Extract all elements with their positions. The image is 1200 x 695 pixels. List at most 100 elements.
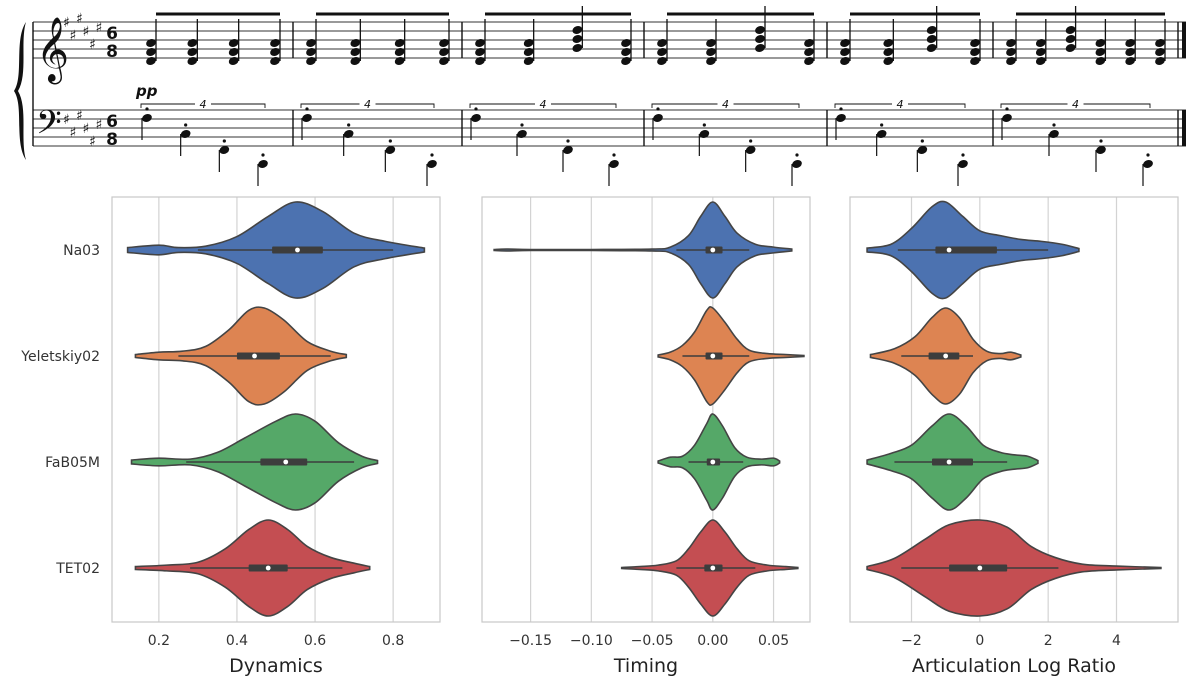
x-tick-label: 0.8 (382, 633, 404, 649)
notehead (350, 57, 361, 65)
notehead (572, 35, 583, 43)
notehead (926, 35, 937, 43)
notehead (1006, 57, 1016, 65)
category-labels: Na03 Yeletskiy02 FaB05M TET02 (20, 243, 100, 577)
notehead (306, 39, 316, 47)
notehead (439, 57, 449, 65)
notehead (706, 39, 716, 47)
notehead (621, 57, 631, 65)
notehead (1006, 39, 1016, 47)
x-axis-label: Dynamics (229, 655, 323, 677)
x-tick-label: 0.2 (148, 633, 170, 649)
notehead (258, 160, 268, 168)
ts-treble-bottom: 8 (106, 42, 118, 62)
notehead (306, 57, 316, 65)
ts-bass-top: 6 (106, 112, 118, 132)
notehead (1035, 48, 1046, 56)
staccato-dot (880, 123, 884, 127)
notehead (180, 130, 191, 138)
ts-treble-top: 6 (106, 24, 118, 44)
median-point-na03 (946, 247, 952, 253)
notehead (657, 48, 667, 56)
notehead (1049, 130, 1059, 138)
notehead (270, 57, 280, 65)
x-axis-label: Timing (613, 655, 678, 677)
staccato-dot (474, 107, 478, 111)
tuplet-number: 4 (200, 98, 207, 111)
tuplet-bracket (834, 103, 966, 108)
notehead (343, 130, 354, 138)
notehead (621, 48, 631, 56)
notehead (1065, 44, 1076, 52)
notehead (146, 57, 156, 65)
notehead (517, 130, 527, 138)
x-tick-label: −0.10 (570, 633, 613, 649)
median-point-yeletskiy02 (943, 353, 949, 359)
notehead (840, 57, 850, 65)
x-tick-label: −0.05 (631, 633, 674, 649)
median-point-fab05m (283, 459, 289, 465)
x-tick-label: 0 (975, 633, 984, 649)
notehead (1155, 39, 1165, 47)
sharp-icon: ♯ (83, 121, 90, 137)
staccato-dot (656, 107, 660, 111)
notehead (142, 114, 152, 122)
notehead (1155, 48, 1165, 56)
notehead (609, 160, 619, 168)
notehead (439, 48, 449, 56)
notehead (792, 160, 802, 168)
tuplet-bracket (469, 103, 617, 108)
staccato-dot (1099, 139, 1103, 143)
staccato-dot (347, 123, 351, 127)
tuplet-number: 4 (897, 98, 904, 111)
x-tick-label: −2 (901, 633, 922, 649)
median-point-tet02 (265, 565, 271, 571)
staccato-dot (566, 139, 570, 143)
notehead (563, 146, 573, 154)
staccato-dot (145, 107, 149, 111)
median-point-tet02 (710, 565, 716, 571)
notehead (394, 39, 405, 47)
notehead (270, 48, 280, 56)
notehead (958, 160, 968, 168)
notehead (706, 57, 716, 65)
tuplet-number: 4 (364, 98, 371, 111)
category-label-na03: Na03 (63, 243, 100, 259)
notehead (1065, 35, 1076, 43)
iqr-box-yeletskiy02 (236, 352, 280, 360)
notehead (523, 48, 534, 56)
x-tick-label: 0.4 (226, 633, 248, 649)
notehead (1143, 160, 1153, 168)
median-point-na03 (710, 247, 716, 253)
notehead (439, 39, 449, 47)
notehead (917, 146, 928, 154)
notehead (1006, 48, 1016, 56)
notehead (755, 26, 765, 34)
sharp-icon: ♯ (63, 112, 70, 128)
notehead (657, 39, 667, 47)
panel-frame (111, 196, 441, 623)
notehead (699, 130, 710, 138)
violin-na03 (493, 201, 793, 299)
notehead (840, 48, 850, 56)
notehead (706, 48, 716, 56)
notehead (621, 39, 631, 47)
notehead (228, 48, 239, 56)
iqr-box-fab05m (932, 458, 973, 466)
notehead (523, 39, 534, 47)
dynamics-panel: 0.2 0.4 0.6 0.8 Dynamics (111, 196, 441, 677)
staccato-dot (612, 153, 616, 157)
notehead (876, 130, 887, 138)
tuplet-bracket (140, 103, 266, 108)
x-axis-label: Articulation Log Ratio (912, 655, 1116, 677)
articulation-panel: −2 0 2 4 Articulation Log Ratio (849, 196, 1179, 677)
notehead (146, 48, 156, 56)
sharp-icon: ♯ (76, 11, 83, 27)
notehead (755, 44, 765, 52)
notehead (926, 26, 937, 34)
staccato-dot (520, 123, 524, 127)
notehead (804, 48, 814, 56)
notehead (572, 44, 583, 52)
staccato-dot (305, 107, 309, 111)
median-point-tet02 (977, 565, 983, 571)
